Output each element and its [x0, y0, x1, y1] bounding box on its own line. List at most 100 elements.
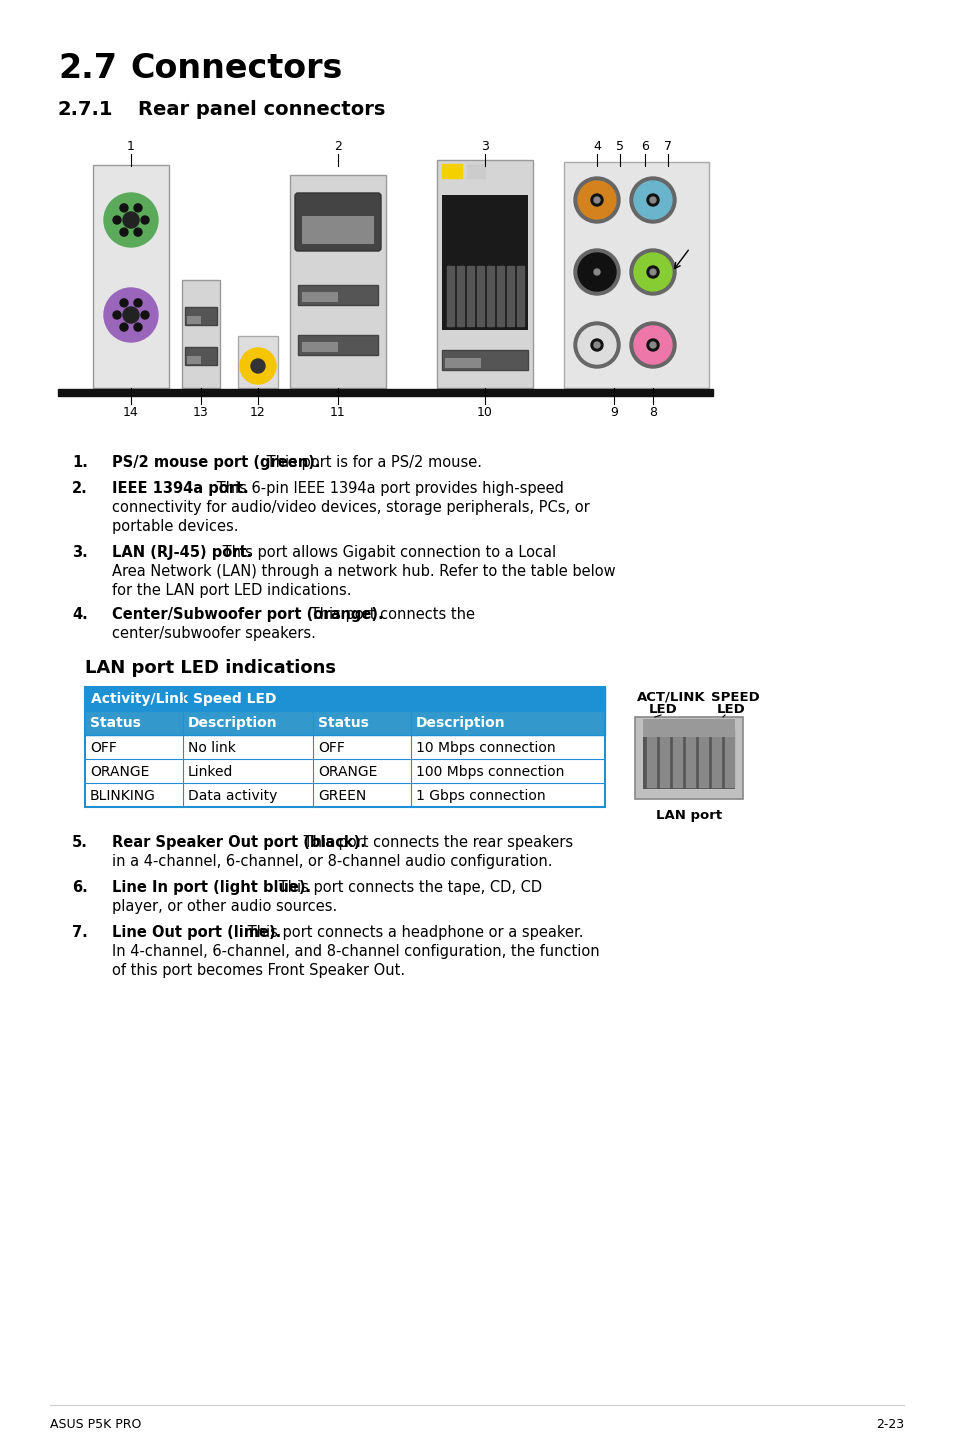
Circle shape	[590, 339, 602, 351]
Circle shape	[594, 197, 599, 203]
Text: Area Network (LAN) through a network hub. Refer to the table below: Area Network (LAN) through a network hub…	[112, 564, 615, 580]
Text: ORANGE: ORANGE	[90, 765, 150, 779]
Text: 11: 11	[330, 406, 346, 418]
Circle shape	[578, 253, 616, 290]
Text: Center/Subwoofer port (orange).: Center/Subwoofer port (orange).	[112, 607, 383, 623]
Bar	[672, 729, 681, 787]
FancyBboxPatch shape	[187, 357, 201, 364]
Text: ASUS P5K PRO: ASUS P5K PRO	[50, 1418, 141, 1431]
Circle shape	[141, 311, 149, 319]
Text: in a 4-channel, 6-channel, or 8-channel audio configuration.: in a 4-channel, 6-channel, or 8-channel …	[112, 854, 552, 869]
Bar	[85, 759, 604, 784]
Text: This 6-pin IEEE 1394a port provides high-speed: This 6-pin IEEE 1394a port provides high…	[212, 480, 563, 496]
FancyBboxPatch shape	[297, 335, 377, 355]
Text: portable devices.: portable devices.	[112, 519, 238, 533]
Circle shape	[120, 324, 128, 331]
Circle shape	[634, 181, 671, 219]
Bar	[476, 266, 483, 326]
Text: 5.: 5.	[71, 835, 88, 850]
Text: 4.: 4.	[71, 607, 88, 623]
Bar	[646, 729, 656, 787]
Text: 2.7.1: 2.7.1	[58, 101, 113, 119]
Text: This port allows Gigabit connection to a Local: This port allows Gigabit connection to a…	[218, 545, 556, 559]
Circle shape	[590, 194, 602, 206]
Text: LED: LED	[648, 703, 677, 716]
Text: center/subwoofer speakers.: center/subwoofer speakers.	[112, 626, 315, 641]
Bar	[724, 729, 733, 787]
Text: OFF: OFF	[317, 741, 345, 755]
Bar	[441, 164, 461, 178]
FancyBboxPatch shape	[297, 285, 377, 305]
Text: 2.7: 2.7	[58, 52, 117, 85]
Circle shape	[649, 197, 656, 203]
Text: 1: 1	[127, 139, 134, 152]
FancyBboxPatch shape	[290, 175, 386, 388]
FancyBboxPatch shape	[185, 347, 216, 365]
Circle shape	[646, 339, 659, 351]
Text: Connectors: Connectors	[130, 52, 342, 85]
Text: 14: 14	[123, 406, 139, 418]
Circle shape	[251, 360, 265, 372]
Text: 6.: 6.	[71, 880, 88, 894]
Text: Activity/Link Speed LED: Activity/Link Speed LED	[91, 692, 276, 706]
Text: 2.: 2.	[71, 480, 88, 496]
Text: 10: 10	[476, 406, 493, 418]
Text: No link: No link	[188, 741, 235, 755]
Text: Linked: Linked	[188, 765, 233, 779]
Circle shape	[574, 249, 619, 295]
Bar	[85, 687, 604, 710]
FancyBboxPatch shape	[302, 292, 337, 302]
Text: Status: Status	[90, 716, 141, 731]
Bar	[58, 390, 712, 395]
FancyBboxPatch shape	[187, 316, 201, 324]
Text: 2-23: 2-23	[875, 1418, 903, 1431]
Text: 100 Mbps connection: 100 Mbps connection	[416, 765, 564, 779]
Text: 7.: 7.	[71, 925, 88, 940]
Text: 1.: 1.	[71, 454, 88, 470]
Text: 10 Mbps connection: 10 Mbps connection	[416, 741, 555, 755]
FancyBboxPatch shape	[436, 160, 533, 388]
Text: LAN port: LAN port	[656, 810, 721, 823]
Text: Description: Description	[188, 716, 277, 731]
Bar	[506, 266, 514, 326]
Circle shape	[594, 342, 599, 348]
Bar	[85, 710, 604, 735]
Bar	[659, 729, 668, 787]
Bar	[486, 266, 494, 326]
Text: 1 Gbps connection: 1 Gbps connection	[416, 789, 545, 802]
Text: ORANGE: ORANGE	[317, 765, 377, 779]
Bar	[685, 729, 695, 787]
Text: This port connects the: This port connects the	[305, 607, 475, 623]
Circle shape	[629, 177, 676, 223]
FancyBboxPatch shape	[563, 162, 708, 388]
Text: connectivity for audio/video devices, storage peripherals, PCs, or: connectivity for audio/video devices, st…	[112, 500, 589, 515]
Circle shape	[574, 177, 619, 223]
Circle shape	[649, 342, 656, 348]
Circle shape	[594, 269, 599, 275]
Circle shape	[133, 229, 142, 236]
Circle shape	[120, 229, 128, 236]
Text: Description: Description	[416, 716, 505, 731]
Text: This port connects a headphone or a speaker.: This port connects a headphone or a spea…	[243, 925, 583, 940]
Text: 7: 7	[663, 139, 671, 152]
Bar	[517, 266, 523, 326]
Text: Rear panel connectors: Rear panel connectors	[138, 101, 385, 119]
Text: 12: 12	[250, 406, 266, 418]
FancyBboxPatch shape	[441, 196, 527, 329]
Circle shape	[112, 216, 121, 224]
Bar	[85, 687, 604, 807]
Text: SPEED: SPEED	[710, 692, 759, 705]
Circle shape	[133, 324, 142, 331]
Circle shape	[574, 322, 619, 368]
Text: 3.: 3.	[71, 545, 88, 559]
Text: of this port becomes Front Speaker Out.: of this port becomes Front Speaker Out.	[112, 963, 405, 978]
Text: Data activity: Data activity	[188, 789, 277, 802]
Text: 5: 5	[616, 139, 623, 152]
Text: 4: 4	[593, 139, 600, 152]
Circle shape	[120, 204, 128, 211]
Text: ACT/LINK: ACT/LINK	[637, 692, 705, 705]
FancyBboxPatch shape	[444, 358, 480, 368]
Circle shape	[646, 266, 659, 278]
Bar	[456, 266, 463, 326]
Circle shape	[629, 322, 676, 368]
